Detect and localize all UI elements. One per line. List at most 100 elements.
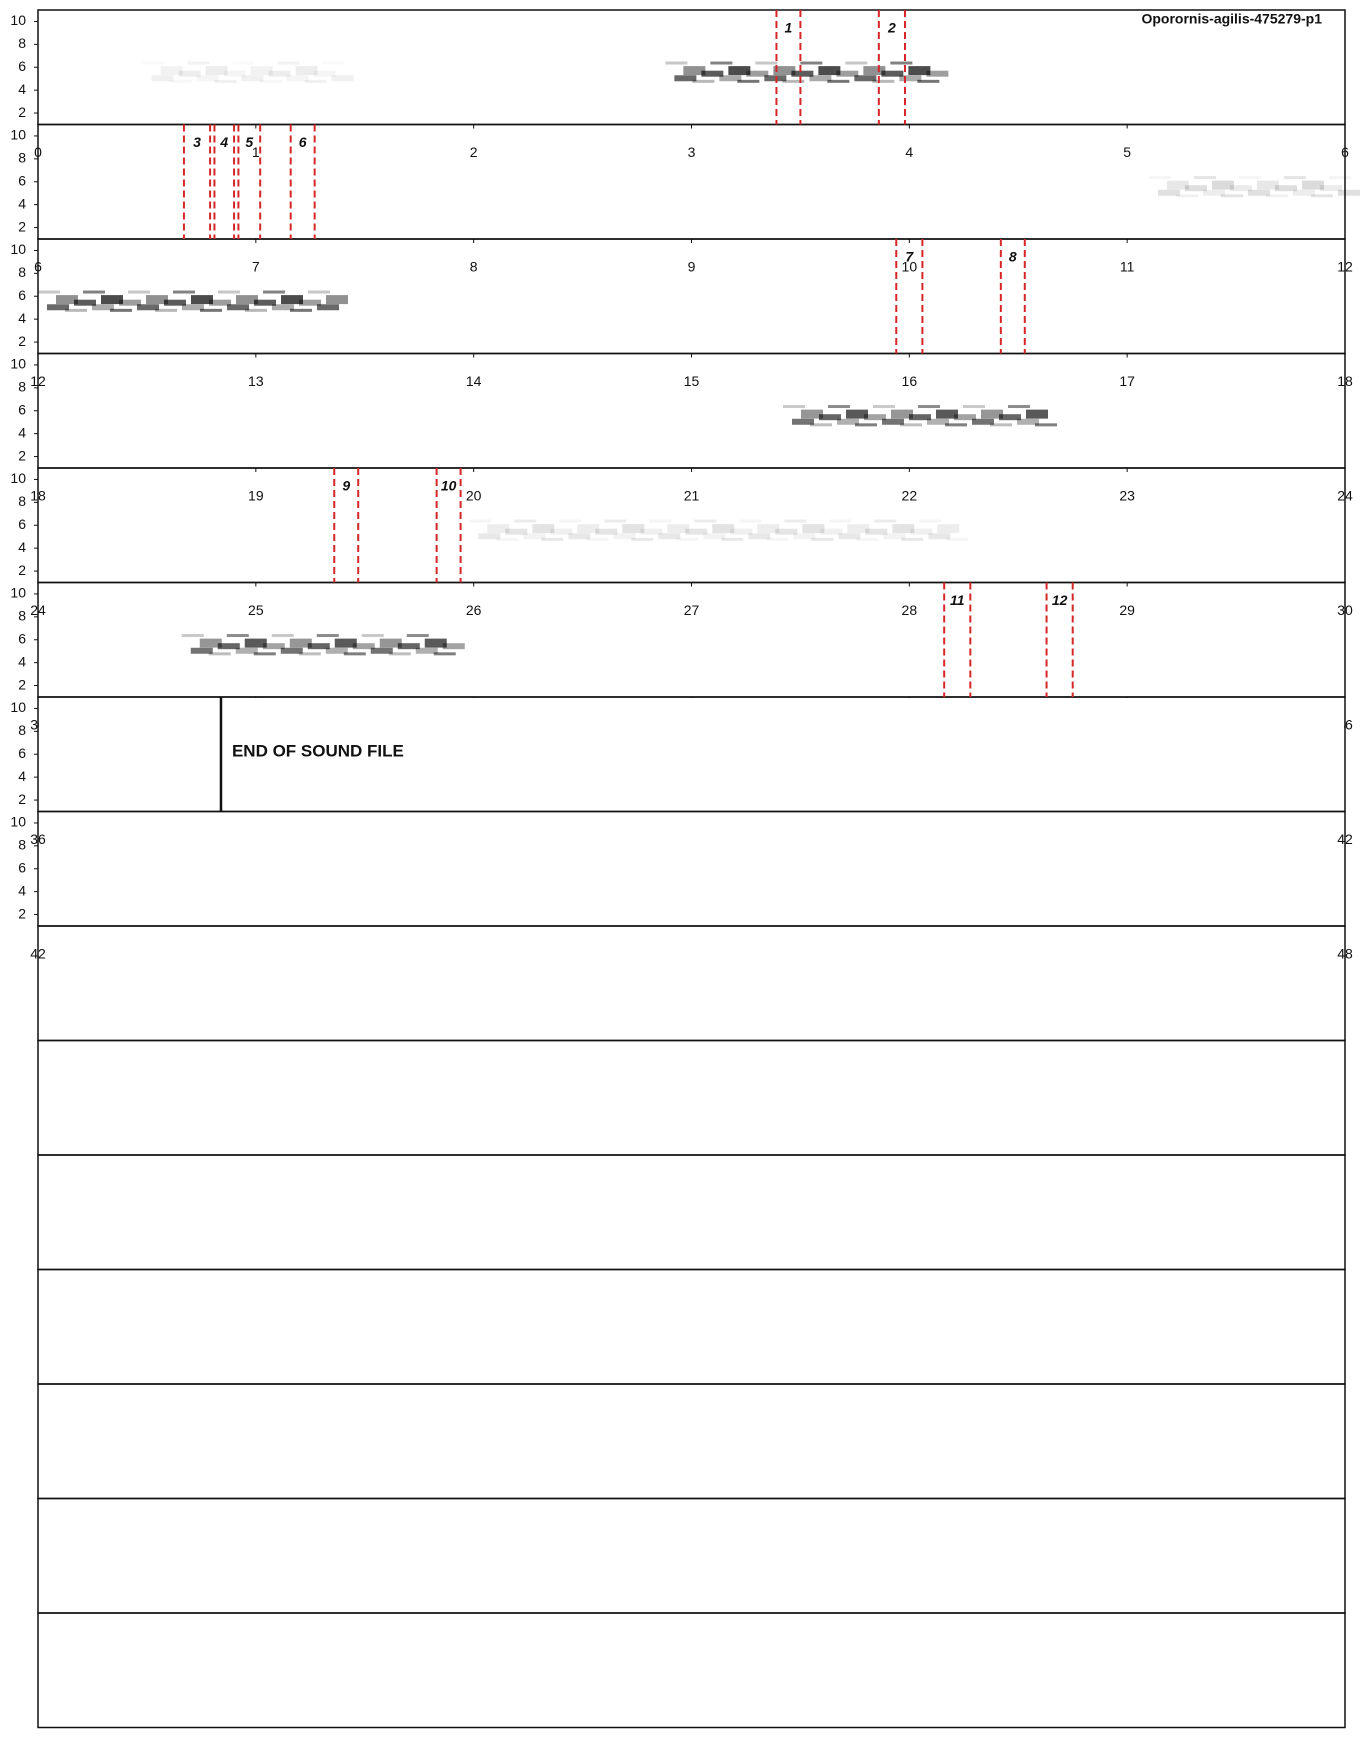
spectrogram-streak (263, 290, 285, 294)
spectrogram-streak (658, 533, 681, 540)
spectrogram-streak (775, 528, 798, 535)
spectrogram-streak (289, 638, 312, 648)
spectrogram-streak (586, 537, 609, 541)
spectrogram-streak (865, 528, 888, 535)
marker-label: 6 (299, 134, 307, 150)
x-tick-label: 8 (470, 259, 478, 275)
spectrogram-streak (937, 524, 960, 534)
panel (37, 1383, 1346, 1500)
panel (37, 810, 1346, 927)
spectrogram-streak (155, 308, 177, 312)
x-tick-label: 12 (30, 373, 46, 389)
spectrogram-streak (863, 66, 886, 76)
spectrogram-streak (782, 405, 805, 409)
x-tick-label: 23 (1119, 488, 1135, 504)
spectrogram-streak (196, 75, 219, 82)
spectrogram-streak (559, 519, 582, 523)
x-tick-label: 48 (1337, 946, 1353, 962)
spectrogram-streak (766, 537, 789, 541)
spectrogram-streak (1193, 176, 1216, 180)
spectrogram-streak (829, 519, 852, 523)
x-tick-label: 11 (1120, 259, 1135, 275)
spectrogram-streak (170, 80, 192, 83)
spectrogram-streak (442, 643, 465, 650)
y-tick-label: 10 (10, 356, 26, 372)
spectrogram-streak (286, 75, 309, 82)
spectrogram-streak (187, 61, 210, 65)
panel (37, 581, 1346, 698)
spectrogram-streak (298, 652, 321, 656)
spectrogram-streak (1265, 194, 1288, 198)
y-tick-label: 4 (18, 195, 26, 211)
spectrogram-streak (334, 638, 357, 648)
spectrogram-streak (217, 643, 240, 650)
spectrogram-streak (836, 70, 859, 77)
spectrogram-streak (899, 423, 922, 427)
spectrogram-streak (532, 524, 555, 534)
spectrogram-streak (613, 533, 636, 540)
marker-label: 1 (785, 20, 793, 36)
spectrogram-streak (683, 66, 706, 76)
spectrogram-streak (755, 61, 778, 65)
spectrogram-texture (151, 61, 354, 83)
spectrogram-streak (791, 418, 814, 425)
x-tick-label: 18 (1337, 373, 1353, 389)
spectrogram-streak (313, 70, 336, 77)
x-tick-label: 5 (1123, 144, 1131, 160)
spectrogram-streak (406, 634, 429, 638)
y-tick-label: 8 (18, 35, 26, 51)
spectrogram-streak (1301, 180, 1324, 190)
spectrogram-streak (307, 643, 330, 650)
spectrogram-streak (208, 652, 231, 656)
panel (37, 1039, 1346, 1156)
spectrogram-streak (74, 299, 96, 306)
spectrogram-streak (701, 70, 724, 77)
x-tick-label: 1 (252, 144, 260, 160)
spectrogram-streak (370, 647, 393, 654)
spectrogram-streak (856, 537, 879, 541)
panel (37, 925, 1346, 1042)
y-tick-label: 6 (18, 58, 26, 74)
y-tick-label: 6 (18, 630, 26, 646)
spectrogram-streak (1274, 185, 1297, 192)
spectrogram-streak (640, 528, 663, 535)
spectrogram-streak (415, 647, 438, 654)
x-tick-label: 27 (684, 602, 700, 618)
spectrogram-streak (901, 537, 924, 541)
spectrogram-streak (845, 409, 868, 419)
spectrogram-streak (809, 423, 832, 427)
marker-label: 11 (950, 592, 965, 608)
spectrogram-streak (1229, 185, 1252, 192)
spectrogram-texture (38, 290, 348, 312)
spectrogram-streak (802, 524, 825, 534)
x-tick-label: 24 (1337, 488, 1353, 504)
spectrogram-streak (478, 533, 501, 540)
marker-label: 7 (905, 249, 914, 265)
spectrogram-streak (1016, 418, 1039, 425)
spectrogram-streak (962, 405, 985, 409)
y-tick-label: 8 (18, 379, 26, 395)
marker-label: 12 (1052, 592, 1068, 608)
spectrogram-streak (872, 405, 895, 409)
panel (37, 1268, 1346, 1385)
spectrogram-streak (299, 299, 321, 306)
spectrogram-streak (892, 524, 915, 534)
x-tick-label: 2 (470, 144, 478, 160)
spectrogram-streak (56, 295, 78, 305)
spectrogram-streak (1283, 176, 1306, 180)
spectrogram-streak (919, 519, 942, 523)
x-tick-label: 7 (252, 259, 260, 275)
spectrogram-streak (1025, 409, 1048, 419)
y-tick-label: 2 (18, 905, 26, 921)
x-tick-label: 18 (30, 488, 46, 504)
spectrogram-streak (181, 634, 204, 638)
x-tick-label: 25 (248, 602, 264, 618)
spectrogram-streak (746, 70, 769, 77)
marker-label: 5 (245, 134, 253, 150)
marker-label: 10 (441, 478, 457, 494)
spectrogram-streak (649, 519, 672, 523)
x-tick-label: 42 (1337, 831, 1353, 847)
spectrogram-streak (665, 61, 688, 65)
spectrogram-streak (469, 519, 492, 523)
spectrogram-streak (782, 79, 805, 83)
